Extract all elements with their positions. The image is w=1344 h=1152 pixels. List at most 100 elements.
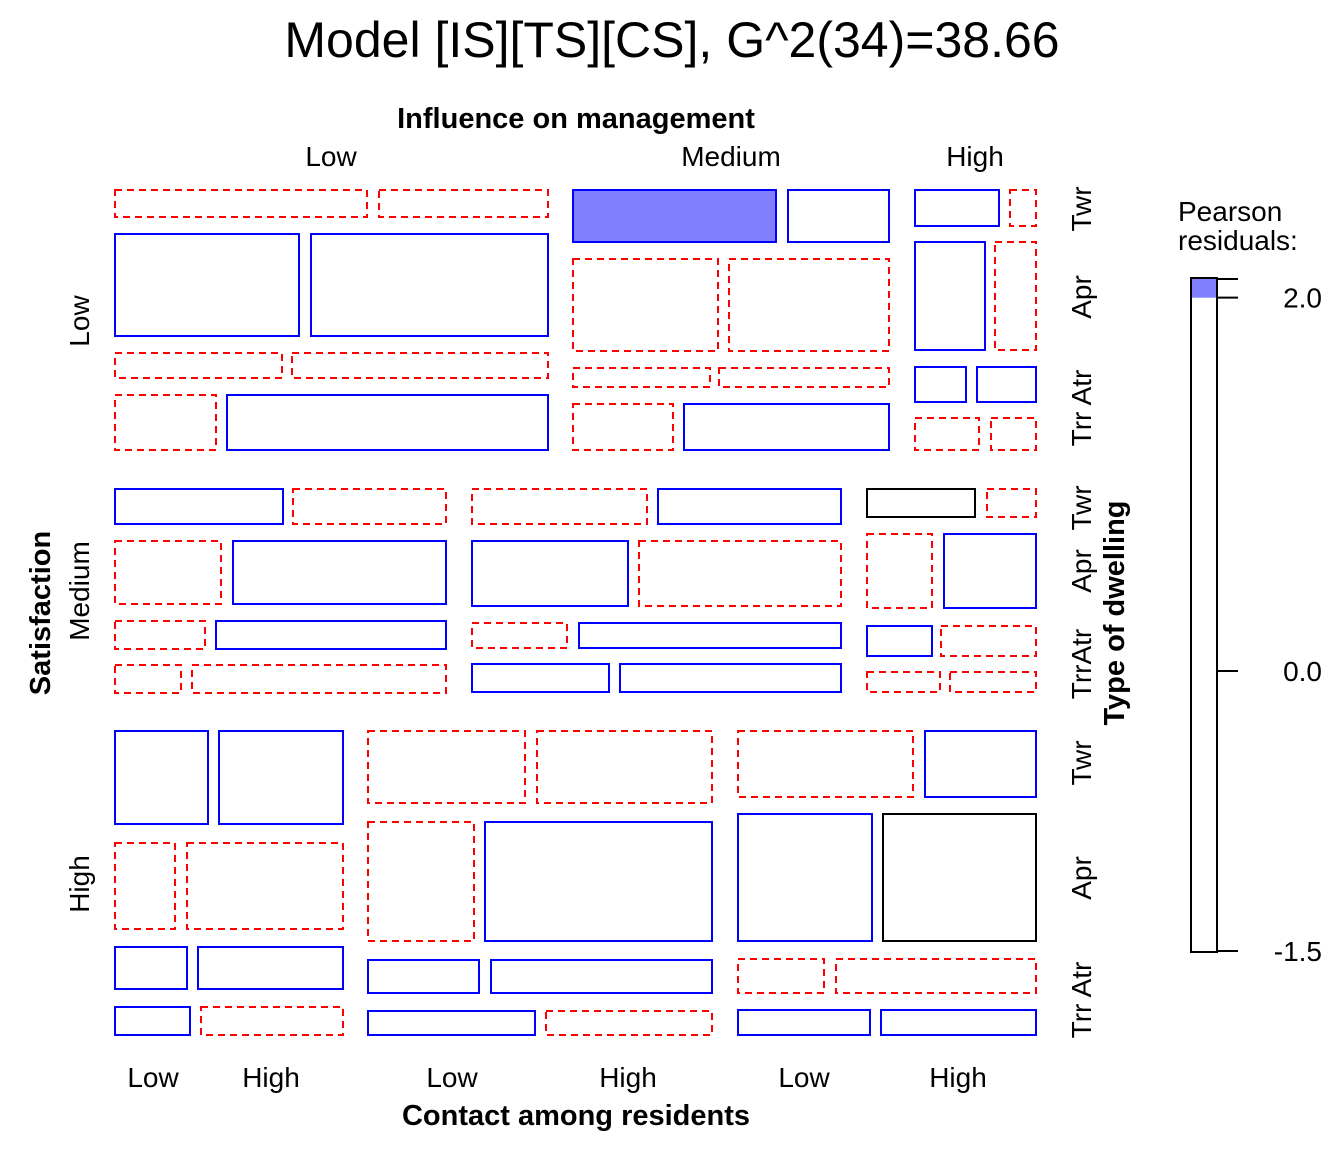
type-label: Apr (1066, 275, 1097, 319)
mosaic-tile (986, 488, 1037, 518)
mosaic-tile (114, 842, 176, 930)
mosaic-tile (728, 258, 890, 352)
mosaic-tile (737, 958, 825, 994)
mosaic-tile (291, 352, 549, 379)
mosaic-tile (866, 533, 933, 609)
legend-tick-label: 2.0 (1283, 283, 1322, 314)
mosaic-tile (490, 959, 713, 994)
mosaic-tile (536, 730, 713, 804)
mosaic-tile (197, 946, 344, 990)
legend-title-line2: residuals: (1178, 225, 1298, 256)
left-level-low: Low (64, 295, 95, 347)
mosaic-tile (114, 1006, 191, 1036)
mosaic-tile (367, 959, 480, 994)
mosaic-tile (545, 1010, 713, 1036)
mosaic-tile (114, 189, 368, 218)
chart-title: Model [IS][TS][CS], G^2(34)=38.66 (284, 12, 1059, 68)
mosaic-tile (114, 620, 206, 650)
mosaic-tile (186, 842, 344, 930)
mosaic-tile (572, 403, 674, 451)
mosaic-tile (292, 488, 447, 525)
mosaic-tile (114, 488, 284, 525)
type-labels-medium: Twr Apr TrrAtr (1066, 485, 1097, 699)
type-label: Twr (1066, 740, 1097, 785)
mosaic-tile (215, 620, 447, 650)
bottom-level: Low (127, 1062, 179, 1093)
mosaic-tile (866, 625, 933, 657)
legend-tick-label: 0.0 (1283, 656, 1322, 687)
mosaic-tile (471, 663, 610, 693)
mosaic-tile (943, 533, 1037, 609)
mosaic-tile (924, 730, 1037, 798)
mosaic-tile (994, 241, 1037, 351)
mosaic-tile (914, 366, 967, 403)
mosaic-tiles (114, 189, 1037, 1036)
mosaic-tile (737, 1009, 871, 1036)
left-level-high: High (64, 855, 95, 913)
mosaic-tile (578, 622, 842, 649)
mosaic-tile (367, 821, 475, 942)
mosaic-tile (619, 663, 842, 693)
legend-bar (1190, 277, 1218, 953)
mosaic-tile (914, 189, 1000, 227)
bottom-level: High (929, 1062, 987, 1093)
mosaic-tile (367, 730, 526, 804)
mosaic-tile (471, 488, 648, 525)
mosaic-tile (990, 417, 1037, 451)
mosaic-tile (572, 367, 711, 388)
mosaic-tile (718, 367, 890, 388)
top-axis-label: Influence on management (397, 103, 755, 135)
mosaic-tile (737, 730, 914, 798)
mosaic-tile (471, 540, 629, 607)
mosaic-tile (218, 730, 344, 825)
top-level-high: High (946, 141, 1004, 172)
mosaic-tile (737, 813, 873, 942)
mosaic-tile (367, 1010, 536, 1036)
type-label: Apr (1066, 856, 1097, 900)
mosaic-tile (657, 488, 842, 525)
mosaic-tile (787, 189, 890, 243)
mosaic-tile (1009, 189, 1037, 227)
bottom-level: Low (778, 1062, 830, 1093)
type-label: TrrAtr (1066, 629, 1097, 700)
mosaic-tile (866, 671, 941, 693)
mosaic-tile (114, 233, 300, 337)
type-labels-high: Twr Apr Trr Atr (1066, 740, 1097, 1038)
legend-ticks: 2.0 0.0 -1.5 (1217, 278, 1322, 967)
mosaic-tile (114, 946, 188, 990)
type-label: Trr Atr (1066, 962, 1097, 1039)
mosaic-tile (914, 241, 986, 351)
mosaic-tile (880, 1009, 1037, 1036)
mosaic-tile (572, 189, 777, 243)
type-labels-low: Twr Apr Trr Atr (1066, 186, 1097, 446)
mosaic-tile (914, 417, 980, 451)
mosaic-tile (949, 671, 1037, 693)
legend-tick-label: -1.5 (1274, 936, 1322, 967)
left-axis-label: Satisfaction (25, 531, 57, 695)
mosaic-tile (976, 366, 1037, 403)
mosaic-tile (114, 664, 182, 694)
mosaic-tile (940, 625, 1037, 657)
mosaic-tile (835, 958, 1037, 994)
type-label: Apr (1066, 549, 1097, 593)
mosaic-tile (191, 664, 447, 694)
mosaic-tile (378, 189, 549, 218)
right-axis-label: Type of dwelling (1099, 500, 1131, 725)
mosaic-tile (882, 813, 1037, 942)
mosaic-tile (114, 730, 209, 825)
top-level-medium: Medium (681, 141, 781, 172)
mosaic-tile (638, 540, 842, 607)
bottom-level: Low (426, 1062, 478, 1093)
mosaic-tile (866, 488, 976, 518)
mosaic-tile (484, 821, 713, 942)
mosaic-tile (200, 1006, 344, 1036)
mosaic-tile (572, 258, 719, 352)
bottom-level: High (242, 1062, 300, 1093)
mosaic-tile (114, 540, 222, 605)
type-label: Twr (1066, 186, 1097, 231)
legend-title-line1: Pearson (1178, 196, 1282, 227)
mosaic-tile (114, 352, 283, 379)
mosaic-tile (310, 233, 549, 337)
left-level-medium: Medium (64, 541, 95, 641)
